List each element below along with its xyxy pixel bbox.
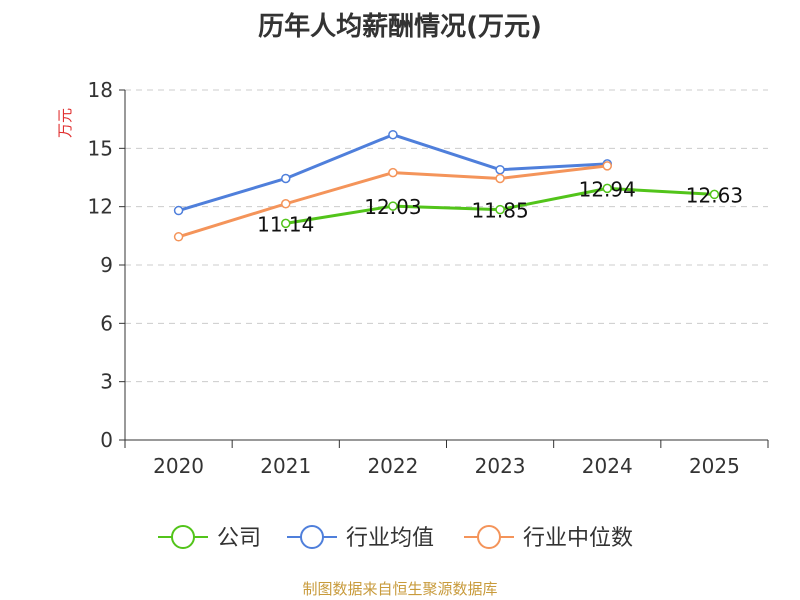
data-label: 11.14: [257, 212, 314, 236]
legend-marker: [171, 525, 195, 549]
series-lines: [173, 129, 720, 242]
legend-marker: [477, 525, 501, 549]
legend-item[interactable]: 行业中位数: [464, 525, 633, 551]
y-tick-label: 18: [88, 78, 113, 102]
data-point: [495, 173, 505, 184]
data-point: [388, 129, 398, 140]
x-tick-label: 2025: [689, 454, 740, 478]
y-tick-label: 12: [88, 195, 113, 219]
legend-item[interactable]: 行业均值: [287, 525, 434, 551]
x-tick-label: 2023: [475, 454, 526, 478]
data-label: 12.63: [686, 183, 743, 207]
chart-title: 历年人均薪酬情况(万元): [258, 12, 542, 42]
data-point: [281, 218, 291, 229]
y-tick-label: 3: [100, 370, 113, 394]
y-tick-label: 6: [100, 311, 113, 335]
x-tick-label: 2022: [367, 454, 418, 478]
axes: 0 3 6 9 12 15 18 2020 2021 2022 2023 2024 2025 万元: [56, 78, 769, 478]
legend-label: 行业均值: [346, 526, 434, 551]
data-point: [281, 199, 291, 209]
source-note: 制图数据来自恒生聚源数据库: [302, 580, 498, 598]
data-point: [602, 183, 612, 194]
data-point: [602, 161, 612, 171]
y-axis-label: 万元: [56, 108, 74, 138]
data-point: [281, 173, 291, 184]
data-point: [388, 201, 398, 211]
gridlines: [125, 89, 768, 383]
data-point: [173, 232, 184, 242]
legend-marker: [300, 525, 324, 549]
legend-label: 行业中位数: [523, 526, 633, 551]
data-point: [173, 205, 184, 216]
data-label: 12.03: [364, 195, 421, 219]
legend-label: 公司: [217, 526, 261, 551]
data-label: 11.85: [471, 199, 528, 223]
y-tick-label: 0: [100, 428, 113, 452]
data-label: 12.94: [579, 177, 636, 201]
data-point: [495, 204, 505, 215]
data-point: [495, 164, 505, 175]
data-point: [388, 167, 398, 178]
legend[interactable]: 公司 行业均值 行业中位数: [158, 525, 633, 551]
data-point: [709, 189, 720, 200]
x-tick-label: 2024: [582, 454, 633, 478]
x-tick-label: 2020: [153, 454, 204, 478]
y-tick-label: 15: [88, 136, 113, 160]
legend-item[interactable]: 公司: [158, 525, 261, 551]
y-tick-label: 9: [100, 253, 113, 277]
data-labels: 11.14 12.03 11.85 12.94 12.63: [257, 177, 743, 236]
x-tick-label: 2021: [260, 454, 311, 478]
